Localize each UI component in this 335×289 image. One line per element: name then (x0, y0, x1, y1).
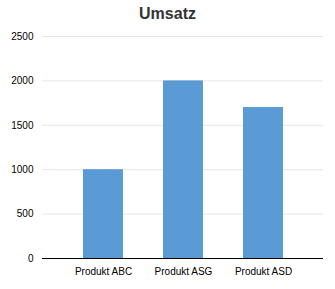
svg-text:Produkt ASG: Produkt ASG (155, 266, 213, 277)
svg-text:1000: 1000 (11, 164, 34, 175)
svg-text:Produkt ASD: Produkt ASD (235, 266, 292, 277)
html-text:Umsatz: Umsatz (139, 5, 196, 22)
svg-text:500: 500 (17, 208, 34, 219)
svg-text:2000: 2000 (11, 75, 34, 86)
svg-text:Produkt ABC: Produkt ABC (75, 266, 132, 277)
svg-text:2500: 2500 (11, 31, 34, 42)
svg-text:0: 0 (28, 253, 34, 264)
svg-text:1500: 1500 (11, 120, 34, 131)
